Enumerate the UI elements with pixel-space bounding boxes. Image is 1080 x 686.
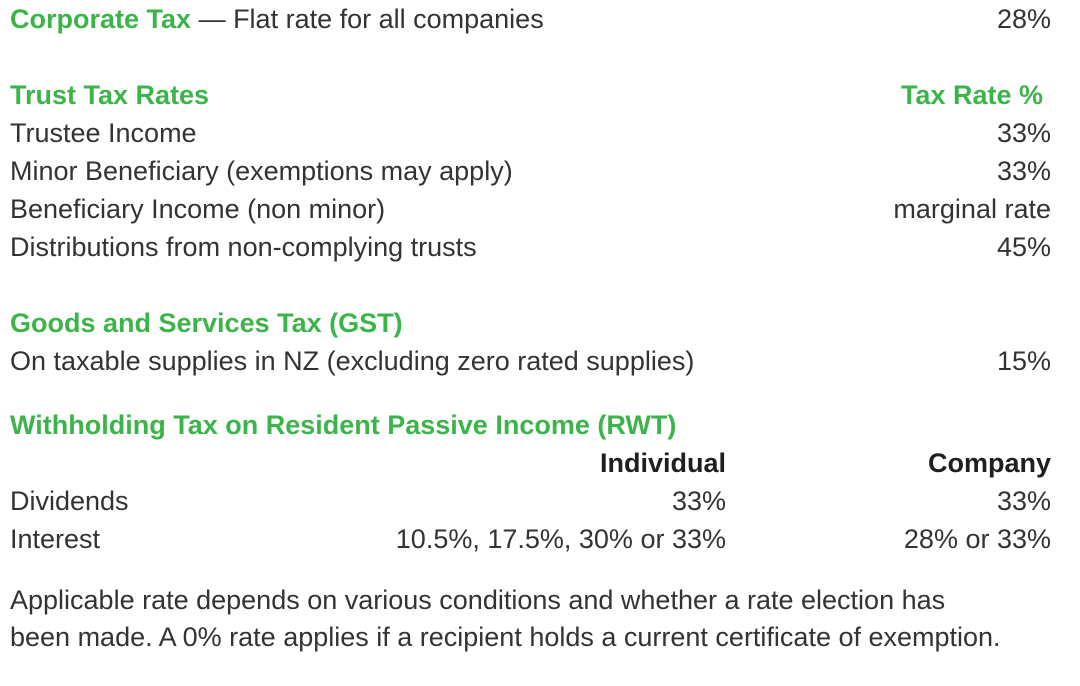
trust-tax-title: Trust Tax Rates [10,80,210,110]
rwt-company-header: Company [927,448,1051,478]
table-row: Trustee Income 33% [10,114,1051,152]
table-row: Interest 10.5%, 17.5%, 30% or 33% 28% or… [10,520,1051,558]
gst-title: Goods and Services Tax (GST) [10,308,403,338]
trust-row-label: Beneficiary Income (non minor) [10,194,386,224]
rwt-row-individual: 33% [671,486,726,516]
rwt-row-label: Interest [10,524,101,554]
corporate-tax-rate: 28% [996,4,1051,34]
table-row: Dividends 33% 33% [10,482,1051,520]
trust-row-rate: 33% [996,156,1051,186]
gst-header-row: Goods and Services Tax (GST) [10,304,1051,342]
gst-row-label: On taxable supplies in NZ (excluding zer… [10,346,695,376]
trust-row-label: Trustee Income [10,118,197,148]
corporate-tax-description: — Flat rate for all companies [198,4,544,34]
rwt-individual-header: Individual [599,448,726,478]
rwt-row-company: 33% [996,486,1051,516]
corporate-tax-row: Corporate Tax — Flat rate for all compan… [10,0,1051,38]
trust-row-label: Minor Beneficiary (exemptions may apply) [10,156,513,186]
rwt-row-company: 28% or 33% [903,524,1051,554]
table-row: Beneficiary Income (non minor) marginal … [10,190,1051,228]
trust-row-rate: 45% [996,232,1051,262]
rwt-column-header-row: Individual Company [10,444,1051,482]
table-row: Distributions from non-complying trusts … [10,228,1051,266]
rwt-row-individual: 10.5%, 17.5%, 30% or 33% [395,524,726,554]
gst-row-rate: 15% [996,346,1051,376]
trust-tax-rate-header: Tax Rate % [900,80,1043,110]
corporate-tax-title: Corporate Tax [10,4,192,34]
trust-row-label: Distributions from non-complying trusts [10,232,477,262]
rwt-title: Withholding Tax on Resident Passive Inco… [10,410,677,440]
exemption-note: Applicable rate depends on various condi… [10,582,1051,656]
trust-row-rate: 33% [996,118,1051,148]
rwt-header-row: Withholding Tax on Resident Passive Inco… [10,406,1051,444]
table-row: On taxable supplies in NZ (excluding zer… [10,342,1051,380]
table-row: Minor Beneficiary (exemptions may apply)… [10,152,1051,190]
note-line: been made. A 0% rate applies if a recipi… [10,622,1001,652]
tax-rates-document: Corporate Tax — Flat rate for all compan… [10,0,1051,656]
trust-tax-header-row: Trust Tax Rates Tax Rate % [10,76,1051,114]
note-line: Applicable rate depends on various condi… [10,585,946,615]
rwt-row-label: Dividends [10,486,129,516]
trust-row-rate: marginal rate [893,194,1051,224]
